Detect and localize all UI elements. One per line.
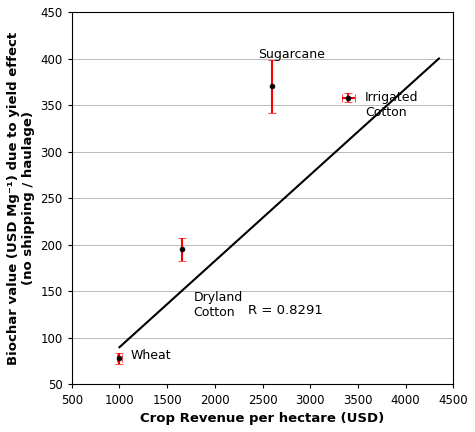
Y-axis label: Biochar value (USD Mg⁻¹) due to yield effect
(no shipping / haulage): Biochar value (USD Mg⁻¹) due to yield ef…: [7, 32, 35, 365]
Text: R = 0.8291: R = 0.8291: [248, 305, 323, 318]
Text: Irrigated
Cotton: Irrigated Cotton: [365, 91, 418, 118]
Text: Dryland
Cotton: Dryland Cotton: [193, 291, 243, 319]
X-axis label: Crop Revenue per hectare (USD): Crop Revenue per hectare (USD): [141, 412, 385, 425]
Text: Sugarcane: Sugarcane: [258, 48, 325, 61]
Text: Wheat: Wheat: [131, 349, 171, 362]
